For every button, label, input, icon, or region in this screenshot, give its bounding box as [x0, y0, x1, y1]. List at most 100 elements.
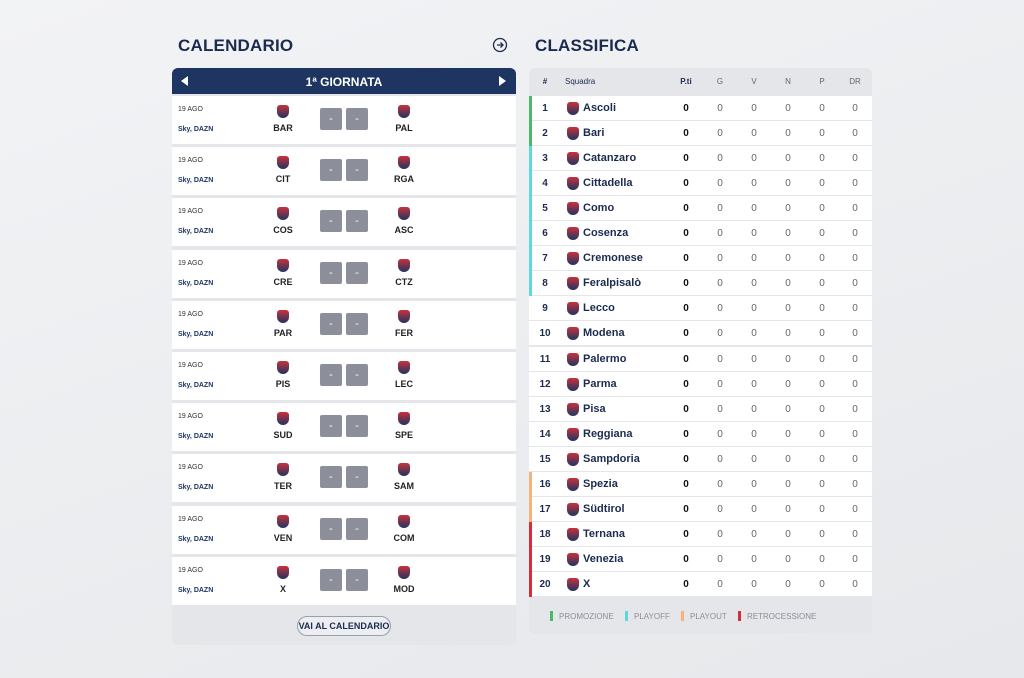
score-box: -	[346, 415, 368, 438]
standings-row[interactable]: 7 Cremonese 0 0 0 0 0 0	[529, 246, 872, 272]
next-arrow[interactable]	[499, 76, 507, 86]
stat: 0	[819, 178, 825, 190]
stat: 0	[751, 203, 757, 215]
stat: 0	[751, 353, 757, 365]
zone-bar	[529, 246, 532, 272]
position: 15	[539, 453, 551, 465]
score-box: -	[346, 159, 368, 182]
stat: 0	[852, 478, 858, 490]
match-row[interactable]: 19 AGO Sky, DAZN COS ASC - -	[172, 198, 516, 247]
stat: 0	[785, 378, 791, 390]
match-row[interactable]: 19 AGO Sky, DAZN CRE CTZ - -	[172, 249, 516, 298]
match-tv: Sky, DAZN	[178, 433, 214, 441]
position: 3	[542, 153, 548, 165]
match-row[interactable]: 19 AGO Sky, DAZN SUD SPE - -	[172, 403, 516, 452]
team-name: Reggiana	[583, 427, 633, 440]
column-header: #	[542, 77, 548, 86]
standings-row[interactable]: 9 Lecco 0 0 0 0 0 0	[529, 296, 872, 321]
home-team: CRE	[273, 276, 293, 287]
stat: 0	[785, 453, 791, 465]
score-box: -	[320, 415, 342, 438]
stat: 0	[852, 278, 858, 290]
match-row[interactable]: 19 AGO Sky, DAZN BAR PAL - -	[172, 96, 516, 144]
next-icon[interactable]	[492, 37, 508, 53]
match-row[interactable]: 19 AGO Sky, DAZN VEN COM - -	[172, 505, 516, 554]
team-logo	[567, 277, 579, 291]
zone-bar	[529, 196, 532, 222]
stat: 0	[683, 553, 689, 565]
team-logo	[567, 202, 579, 216]
team-name: Parma	[583, 377, 617, 390]
match-row[interactable]: 19 AGO Sky, DAZN CIT RGA - -	[172, 147, 516, 196]
team-logo	[567, 127, 579, 141]
standings-row[interactable]: 8 Feralpisalò 0 0 0 0 0 0	[529, 271, 872, 297]
stat: 0	[751, 103, 757, 114]
standings-row[interactable]: 15 Sampdoria 0 0 0 0 0 0	[529, 446, 872, 471]
standings-row[interactable]: 11 Palermo 0 0 0 0 0 0	[529, 346, 872, 371]
zone-bar	[529, 521, 532, 547]
standings-row[interactable]: 1 Ascoli 0 0 0 0 0 0	[529, 96, 872, 121]
match-date: 19 AGO	[178, 515, 203, 523]
stat: 0	[819, 128, 825, 140]
standings-row[interactable]: 10 Modena 0 0 0 0 0 0	[529, 321, 872, 346]
team-logo	[398, 412, 410, 426]
stat: 0	[717, 328, 723, 340]
match-row[interactable]: 19 AGO Sky, DAZN TER SAM - -	[172, 454, 516, 503]
standings-row[interactable]: 20 X 0 0 0 0 0 0	[529, 571, 872, 597]
stat: 0	[717, 478, 723, 490]
standings-row[interactable]: 16 Spezia 0 0 0 0 0 0	[529, 471, 872, 497]
match-tv: Sky, DAZN	[178, 535, 214, 543]
team-logo	[567, 452, 579, 466]
stat: 0	[751, 453, 757, 465]
stat: 0	[717, 103, 723, 114]
legend-swatch	[681, 611, 684, 621]
score-box: -	[346, 466, 368, 489]
standings-row[interactable]: 18 Ternana 0 0 0 0 0 0	[529, 521, 872, 547]
match-row[interactable]: 19 AGO Sky, DAZN X MOD - -	[172, 556, 516, 605]
standings-row[interactable]: 14 Reggiana 0 0 0 0 0 0	[529, 421, 872, 446]
stat: 0	[852, 128, 858, 140]
score-box: -	[346, 261, 368, 284]
team-name: Palermo	[583, 352, 627, 365]
zone-bar	[529, 271, 532, 297]
standings-row[interactable]: 19 Venezia 0 0 0 0 0 0	[529, 546, 872, 572]
column-header: DR	[849, 77, 861, 86]
stat: 0	[785, 428, 791, 440]
prev-arrow[interactable]	[181, 76, 189, 86]
match-tv: Sky, DAZN	[178, 228, 214, 236]
team-logo	[567, 502, 579, 516]
team-logo	[567, 177, 579, 191]
team-name: Catanzaro	[583, 152, 637, 165]
score-box: -	[346, 108, 368, 130]
stat: 0	[683, 378, 689, 390]
standings-row[interactable]: 17 Südtirol 0 0 0 0 0 0	[529, 496, 872, 522]
standings-row[interactable]: 5 Como 0 0 0 0 0 0	[529, 196, 872, 222]
team-name: Cittadella	[583, 177, 633, 190]
calendar-button[interactable]: VAI AL CALENDARIO	[297, 616, 391, 636]
score-box: -	[346, 364, 368, 386]
stat: 0	[683, 478, 689, 490]
standings-row[interactable]: 12 Parma 0 0 0 0 0 0	[529, 371, 872, 396]
standings-row[interactable]: 6 Cosenza 0 0 0 0 0 0	[529, 221, 872, 247]
standings-row[interactable]: 2 Bari 0 0 0 0 0 0	[529, 121, 872, 147]
standings-row[interactable]: 3 Catanzaro 0 0 0 0 0 0	[529, 146, 872, 172]
home-team: X	[279, 583, 286, 594]
stat: 0	[785, 528, 791, 540]
match-row[interactable]: 19 AGO Sky, DAZN PIS LEC - -	[172, 352, 516, 400]
match-row[interactable]: 19 AGO Sky, DAZN PAR FER - -	[172, 300, 516, 349]
stat: 0	[683, 278, 689, 290]
stat: 0	[683, 453, 689, 465]
stat: 0	[717, 153, 723, 165]
match-tv: Sky, DAZN	[178, 484, 214, 492]
stat: 0	[785, 128, 791, 140]
stat: 0	[819, 103, 825, 114]
stat: 0	[751, 303, 757, 315]
stat: 0	[852, 403, 858, 415]
stat: 0	[683, 303, 689, 315]
stat: 0	[852, 553, 858, 565]
standings-row[interactable]: 4 Cittadella 0 0 0 0 0 0	[529, 171, 872, 197]
stat: 0	[751, 228, 757, 240]
standings-row[interactable]: 13 Pisa 0 0 0 0 0 0	[529, 396, 872, 421]
match-tv: Sky, DAZN	[178, 330, 214, 338]
zone-bar	[529, 496, 532, 522]
